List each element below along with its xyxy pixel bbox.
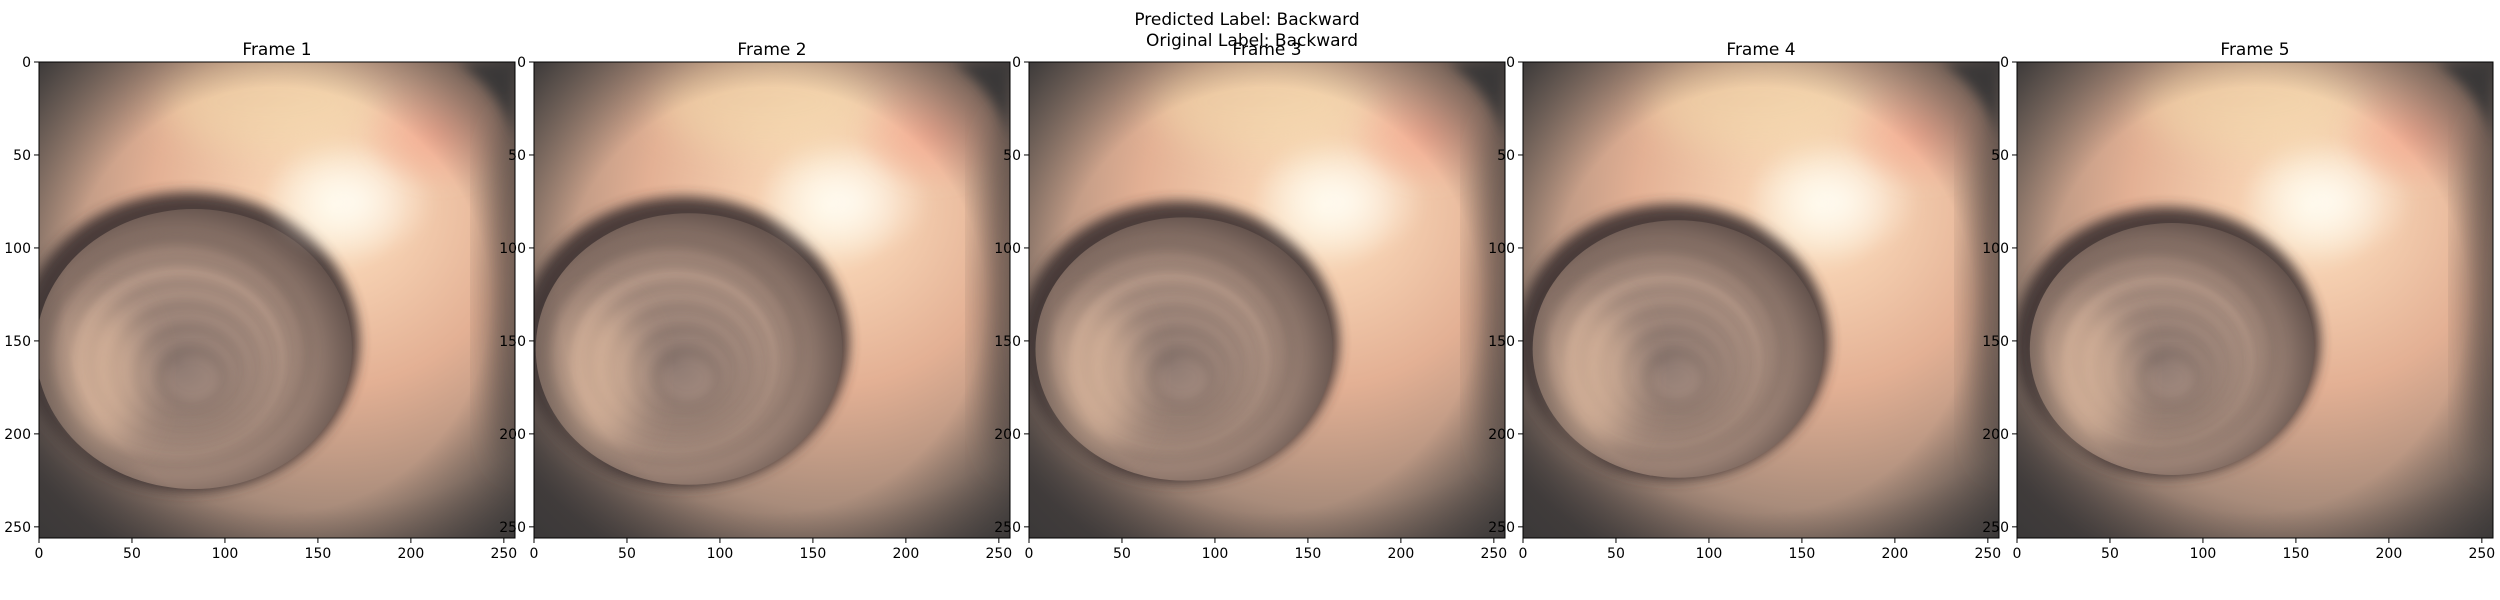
frame-panel: Frame 2 0 0 50 50 100 100 150 150 200 200 250 250	[499, 40, 1012, 562]
x-tick-label: 250	[2468, 546, 2495, 562]
x-tick-label: 150	[2283, 546, 2310, 562]
suptitle-original-label: Original Label: Backward	[1146, 31, 1358, 51]
frame-title: Frame 2	[737, 40, 806, 60]
x-tick-label: 150	[1295, 546, 1322, 562]
colon-image	[1523, 62, 1999, 538]
x-tick-label: 50	[1607, 546, 1625, 562]
axes-frame	[533, 61, 1011, 539]
frame-panel: Frame 3 0 0 50 50 100 100 150 150 200 200 250 250	[994, 40, 1507, 562]
y-tick-label: 150	[1982, 334, 2009, 350]
x-tick-label: 150	[305, 546, 332, 562]
axes-frame	[1522, 61, 2000, 539]
frame-title: Frame 4	[1726, 40, 1795, 60]
y-tick-label: 150	[499, 334, 526, 350]
frame-panels: Frame 1005050100100150150200200250250Fra…	[4, 40, 2495, 562]
x-tick-label: 100	[212, 546, 239, 562]
colon-image	[2017, 62, 2493, 538]
y-tick-label: 100	[1982, 241, 2009, 257]
y-tick-label: 50	[1991, 148, 2009, 164]
y-tick-label: 0	[22, 55, 31, 71]
y-tick-label: 100	[499, 241, 526, 257]
y-tick-label: 100	[1488, 241, 1515, 257]
x-tick-label: 200	[1388, 546, 1415, 562]
y-tick-label: 200	[1488, 427, 1515, 443]
axes-frame	[2016, 61, 2494, 539]
y-tick-label: 0	[517, 55, 526, 71]
y-tick-label: 0	[1012, 55, 1021, 71]
y-tick-label: 200	[994, 427, 1021, 443]
frame-panel: Frame 1 0 0 50 50 100 100 150 150 200 200 250 250	[4, 40, 517, 562]
y-tick-label: 50	[1003, 148, 1021, 164]
y-tick-label: 150	[1488, 334, 1515, 350]
y-tick-label: 50	[508, 148, 526, 164]
y-tick-label: 100	[994, 241, 1021, 257]
frame-panel: Frame 5 0 0 50 50 100 100 150 150 200 200 250 250	[1982, 40, 2495, 562]
x-tick-label: 50	[2101, 546, 2119, 562]
frame-title: Frame 3	[1232, 40, 1301, 60]
x-tick-label: 250	[1480, 546, 1507, 562]
y-tick-label: 150	[994, 334, 1021, 350]
x-tick-label: 0	[35, 546, 44, 562]
x-tick-label: 50	[1113, 546, 1131, 562]
x-tick-label: 100	[707, 546, 734, 562]
y-tick-label: 250	[4, 520, 31, 536]
x-tick-label: 50	[123, 546, 141, 562]
y-tick-label: 50	[13, 148, 31, 164]
y-tick-label: 50	[1497, 148, 1515, 164]
suptitle-predicted-label: Predicted Label: Backward	[1134, 10, 1359, 30]
y-tick-label: 150	[4, 334, 31, 350]
x-tick-label: 0	[1519, 546, 1528, 562]
frame-panel: Frame 4 0 0 50 50 100 100 150 150 200 200 250 250	[1488, 40, 2001, 562]
x-tick-label: 200	[1882, 546, 1909, 562]
x-tick-label: 100	[1696, 546, 1723, 562]
y-tick-label: 200	[499, 427, 526, 443]
x-tick-label: 200	[2376, 546, 2403, 562]
colon-image	[39, 62, 515, 538]
x-tick-label: 200	[398, 546, 425, 562]
suptitle: Predicted Label: Backward Original Label…	[1134, 10, 1359, 51]
colon-image	[534, 62, 1010, 538]
x-tick-label: 50	[618, 546, 636, 562]
x-tick-label: 0	[530, 546, 539, 562]
x-tick-label: 0	[2013, 546, 2022, 562]
y-tick-label: 250	[1488, 520, 1515, 536]
y-tick-label: 250	[1982, 520, 2009, 536]
axes-frame	[38, 61, 516, 539]
x-tick-label: 150	[1789, 546, 1816, 562]
y-tick-label: 100	[4, 241, 31, 257]
y-tick-label: 250	[994, 520, 1021, 536]
y-tick-label: 250	[499, 520, 526, 536]
x-tick-label: 250	[490, 546, 517, 562]
x-tick-label: 150	[800, 546, 827, 562]
x-tick-label: 100	[1202, 546, 1229, 562]
x-tick-label: 200	[893, 546, 920, 562]
y-tick-label: 200	[1982, 427, 2009, 443]
frame-title: Frame 1	[242, 40, 311, 60]
y-tick-label: 200	[4, 427, 31, 443]
x-tick-label: 250	[985, 546, 1012, 562]
colon-image	[1029, 62, 1505, 538]
x-tick-label: 100	[2190, 546, 2217, 562]
y-tick-label: 0	[2000, 55, 2009, 71]
axes-frame	[1028, 61, 1506, 539]
frame-title: Frame 5	[2220, 40, 2289, 60]
x-tick-label: 0	[1025, 546, 1034, 562]
x-tick-label: 250	[1974, 546, 2001, 562]
y-tick-label: 0	[1506, 55, 1515, 71]
